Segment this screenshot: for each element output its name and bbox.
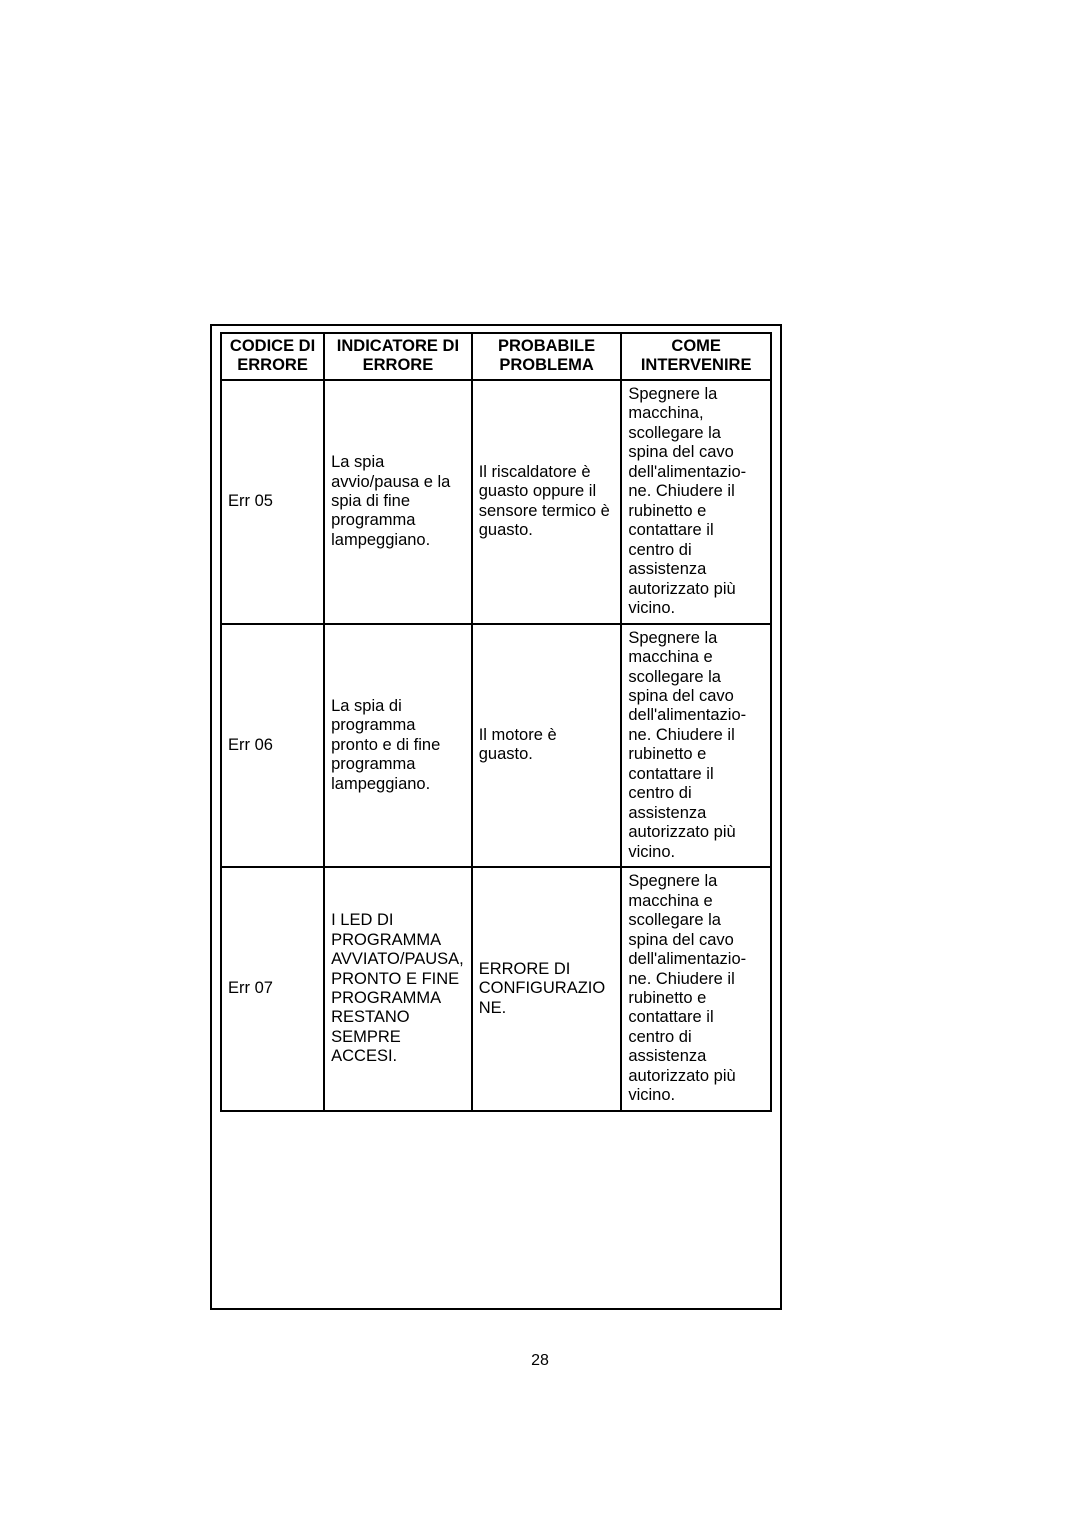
cell-action: Spegnere la macchina e scollegare la spi… xyxy=(621,867,771,1111)
cell-indicator: La spia avvio/pausa e la spia di fine pr… xyxy=(324,380,472,624)
cell-action: Spegnere la macchina e scollegare la spi… xyxy=(621,624,771,868)
table-frame: CODICE DI ERRORE INDICATORE DI ERRORE PR… xyxy=(210,324,782,1310)
header-come-line1: COME xyxy=(671,337,721,355)
header-indicatore-line2: ERRORE xyxy=(363,356,434,374)
error-code-table: CODICE DI ERRORE INDICATORE DI ERRORE PR… xyxy=(220,332,772,1112)
table-row: Err 07 I LED DI PROGRAMMA AVVIATO/PAUSA,… xyxy=(221,867,771,1111)
cell-code: Err 07 xyxy=(221,867,324,1111)
header-indicatore-line1: INDICATORE DI xyxy=(337,337,459,355)
cell-problem: Il motore è guasto. xyxy=(472,624,622,868)
cell-problem: ERRORE DI CONFIGURAZIONE. xyxy=(472,867,622,1111)
header-probabile-line1: PROBABILE xyxy=(498,337,595,355)
cell-problem: Il riscaldatore è guasto oppure il senso… xyxy=(472,380,622,624)
header-come: COME INTERVENIRE xyxy=(621,333,771,380)
cell-indicator: La spia di programma pronto e di fine pr… xyxy=(324,624,472,868)
cell-code: Err 05 xyxy=(221,380,324,624)
cell-indicator: I LED DI PROGRAMMA AVVIATO/PAUSA, PRONTO… xyxy=(324,867,472,1111)
cell-code: Err 06 xyxy=(221,624,324,868)
header-codice-line2: ERRORE xyxy=(237,356,308,374)
header-codice-line1: CODICE DI xyxy=(230,337,315,355)
cell-action: Spegnere la macchina, scollegare la spin… xyxy=(621,380,771,624)
table-row: Err 05 La spia avvio/pausa e la spia di … xyxy=(221,380,771,624)
header-probabile: PROBABILE PROBLEMA xyxy=(472,333,622,380)
table-header-row: CODICE DI ERRORE INDICATORE DI ERRORE PR… xyxy=(221,333,771,380)
header-indicatore: INDICATORE DI ERRORE xyxy=(324,333,472,380)
header-come-line2: INTERVENIRE xyxy=(641,356,752,374)
page: CODICE DI ERRORE INDICATORE DI ERRORE PR… xyxy=(0,0,1080,1528)
header-codice: CODICE DI ERRORE xyxy=(221,333,324,380)
table-row: Err 06 La spia di programma pronto e di … xyxy=(221,624,771,868)
header-probabile-line2: PROBLEMA xyxy=(499,356,593,374)
page-number: 28 xyxy=(0,1352,1080,1370)
